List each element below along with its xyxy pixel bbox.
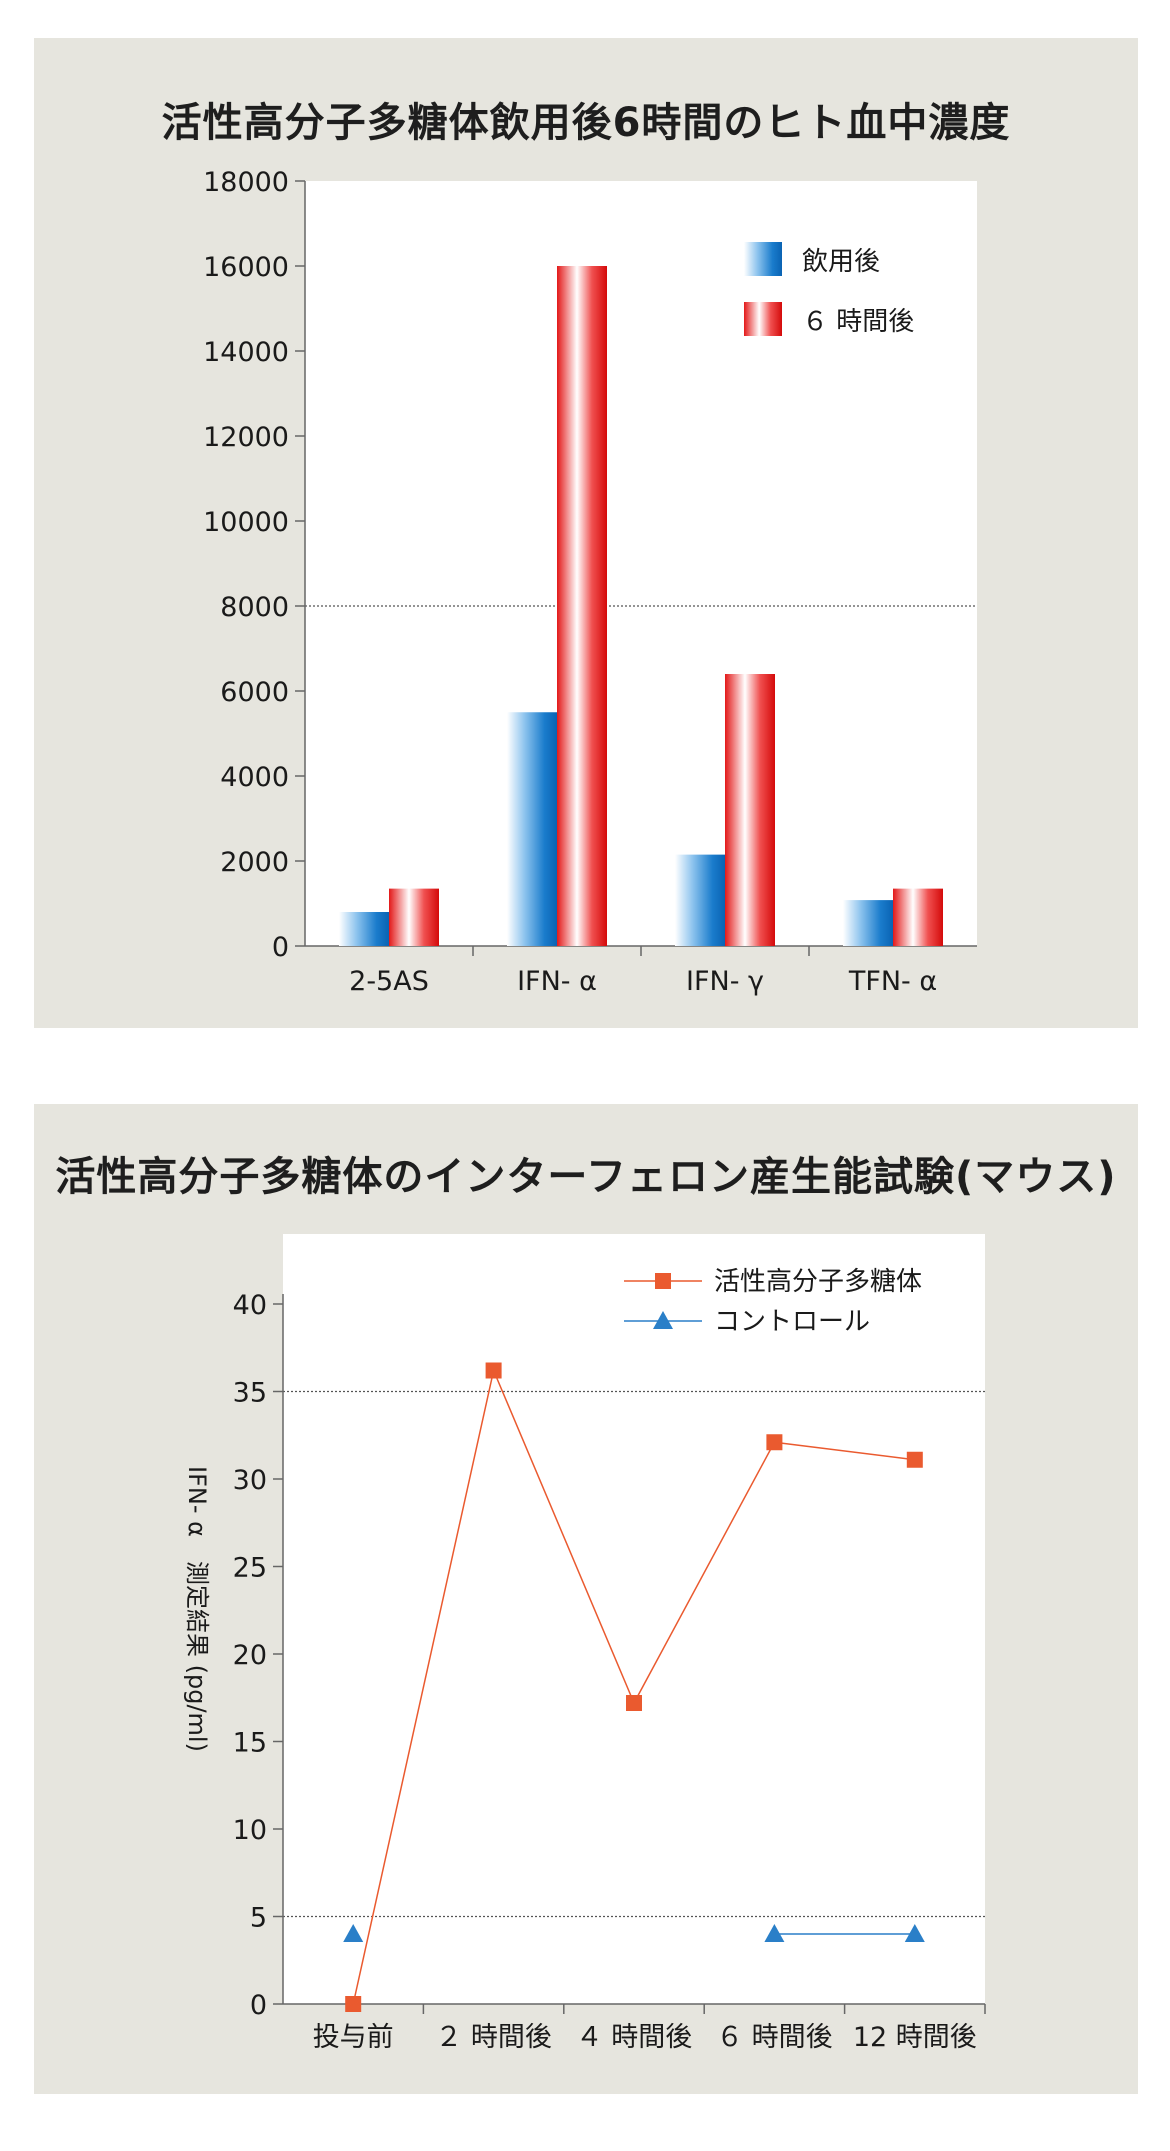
bar-series1 bbox=[339, 912, 389, 946]
y-tick-label: 20 bbox=[233, 1640, 267, 1671]
y-tick-label: 12000 bbox=[203, 422, 289, 453]
x-tick-label: ４ 時間後 bbox=[576, 2022, 693, 2053]
y-tick-label: 25 bbox=[233, 1553, 267, 1584]
bar-series2 bbox=[557, 266, 607, 946]
x-tick-label: IFN- γ bbox=[686, 966, 764, 997]
legend-marker-triangle bbox=[653, 1311, 673, 1329]
y-tick-label: 6000 bbox=[220, 677, 289, 708]
y-tick-label: 0 bbox=[272, 932, 289, 963]
bar-chart-title: 活性高分子多糖体飲用後6時間のヒト血中濃度 bbox=[161, 100, 1011, 146]
x-tick-label: ６ 時間後 bbox=[716, 2022, 833, 2053]
y-tick-label: 18000 bbox=[203, 167, 289, 198]
bar-chart: 0 2000 4000 6000 8000 10000 12000 14000 16000 180… bbox=[203, 167, 977, 997]
y-axis-label: IFN- α 測定結果 (pg/ml) bbox=[183, 1466, 211, 1752]
y-tick-label: 40 bbox=[233, 1290, 267, 1321]
series-line-1 bbox=[774, 1441, 915, 1461]
x-tick-label: 12 時間後 bbox=[853, 2022, 977, 2053]
data-point-triangle bbox=[904, 1924, 925, 1942]
plot-area bbox=[305, 181, 977, 946]
line-chart-panel: 活性高分子多糖体のインターフェロン産生能試験(マウス) 0 5 10 15 20 25 30… bbox=[34, 1104, 1138, 2094]
series-line-1 bbox=[352, 1370, 495, 2005]
line-chart-title: 活性高分子多糖体のインターフェロン産生能試験(マウス) bbox=[55, 1154, 1117, 1200]
data-point-triangle bbox=[343, 1924, 364, 1942]
bar-series1 bbox=[507, 712, 557, 946]
data-point-square bbox=[906, 1451, 923, 1468]
y-tick-label: 30 bbox=[233, 1465, 267, 1496]
data-point-triangle bbox=[764, 1924, 785, 1942]
bar-series1 bbox=[675, 854, 725, 946]
y-tick-label: 4000 bbox=[220, 762, 289, 793]
y-tick-label: 15 bbox=[233, 1728, 267, 1759]
legend-label: ６ 時間後 bbox=[802, 307, 914, 337]
legend-marker-square bbox=[655, 1273, 671, 1289]
bar-series2 bbox=[389, 888, 439, 946]
y-tick-label: 35 bbox=[233, 1378, 267, 1409]
data-point-square bbox=[345, 1996, 362, 2012]
x-tick-label: IFN- α bbox=[517, 966, 597, 997]
bar-series2 bbox=[893, 888, 943, 946]
series-line-1 bbox=[492, 1370, 635, 1704]
bar-series1 bbox=[843, 900, 893, 946]
line-chart: 0 5 10 15 20 25 30 35 40 投与前 ２ 時間後 ４ 時間後 ６ 時間後 12 時間後… bbox=[183, 1234, 986, 2053]
y-tick-label: 14000 bbox=[203, 337, 289, 368]
y-tick-label: 10000 bbox=[203, 507, 289, 538]
data-point-square bbox=[485, 1362, 502, 1379]
data-point-square bbox=[626, 1695, 642, 1711]
y-tick-label: 10 bbox=[233, 1815, 267, 1846]
legend-label: 活性高分子多糖体 bbox=[714, 1267, 922, 1297]
plot-area bbox=[283, 1234, 985, 2004]
y-tick-label: 5 bbox=[250, 1903, 267, 1934]
bar-chart-panel: 活性高分子多糖体飲用後6時間のヒト血中濃度 0 2000 4000 6000 8000 1… bbox=[34, 38, 1138, 1028]
y-tick-label: 8000 bbox=[220, 592, 289, 623]
y-tick-label: 0 bbox=[250, 1990, 267, 2021]
bar-series2 bbox=[725, 674, 775, 946]
legend-swatch bbox=[744, 242, 782, 276]
x-tick-label: ２ 時間後 bbox=[435, 2022, 552, 2053]
x-tick-label: 投与前 bbox=[313, 2022, 394, 2053]
x-tick-label: TFN- α bbox=[848, 966, 937, 997]
legend-label: コントロール bbox=[714, 1307, 870, 1337]
legend-label: 飲用後 bbox=[802, 247, 880, 277]
x-tick-label: 2-5AS bbox=[349, 966, 429, 997]
data-point-square bbox=[766, 1434, 783, 1451]
y-tick-label: 16000 bbox=[203, 252, 289, 283]
series-line-1 bbox=[633, 1441, 776, 1704]
legend-swatch bbox=[744, 302, 782, 336]
y-tick-label: 2000 bbox=[220, 847, 289, 878]
